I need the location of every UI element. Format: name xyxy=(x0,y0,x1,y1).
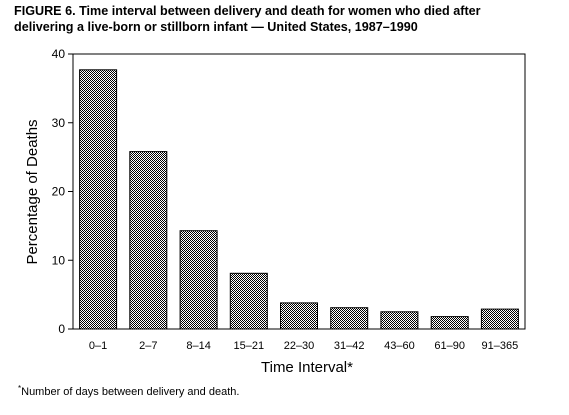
x-tick-label-9: 91–365 xyxy=(482,340,519,352)
y-tick-label-1: 0 xyxy=(58,322,65,336)
bar-4 xyxy=(229,272,268,330)
bar-3 xyxy=(179,230,218,330)
chart-title: FIGURE 6. Time interval between delivery… xyxy=(14,3,559,35)
x-axis-label: Time Interval* xyxy=(261,359,353,376)
bar-1 xyxy=(79,69,118,330)
bar-7 xyxy=(380,311,419,330)
bar-8 xyxy=(430,316,469,330)
plot-area: 0–1 2–7 8–14 15–21 22–30 31–42 43–60 61–90 91–36… xyxy=(52,47,526,352)
footnote: *Number of days between delivery and dea… xyxy=(18,384,239,398)
x-tick-label-2: 2–7 xyxy=(139,340,157,352)
x-tick-label-5: 22–30 xyxy=(284,340,315,352)
bar-2 xyxy=(129,151,168,330)
x-tick-label-7: 43–60 xyxy=(384,340,415,352)
x-tick-label-3: 8–14 xyxy=(186,340,210,352)
y-tick-label-5: 40 xyxy=(52,47,66,61)
bar-5 xyxy=(280,302,318,330)
footnote-text: Number of days between delivery and deat… xyxy=(21,386,240,398)
chart-title-line-1: FIGURE 6. Time interval between delivery… xyxy=(14,4,481,18)
y-axis-label: Percentage of Deaths xyxy=(24,119,41,264)
x-tick-label-4: 15–21 xyxy=(234,340,265,352)
x-tick-label-8: 61–90 xyxy=(434,340,465,352)
y-tick-label-4: 30 xyxy=(52,116,66,130)
x-tick-label-6: 31–42 xyxy=(334,340,365,352)
x-tick-label-1: 0–1 xyxy=(89,340,107,352)
bar-9 xyxy=(480,308,519,330)
y-tick-label-3: 20 xyxy=(52,185,66,199)
y-tick-label-2: 10 xyxy=(52,253,66,267)
bar-chart: 0–1 2–7 8–14 15–21 22–30 31–42 43–60 61–90 91–36… xyxy=(24,47,526,376)
chart-title-line-2: delivering a live-born or stillborn infa… xyxy=(14,20,418,34)
bar-6 xyxy=(330,307,369,330)
footnote-marker: * xyxy=(18,384,22,393)
